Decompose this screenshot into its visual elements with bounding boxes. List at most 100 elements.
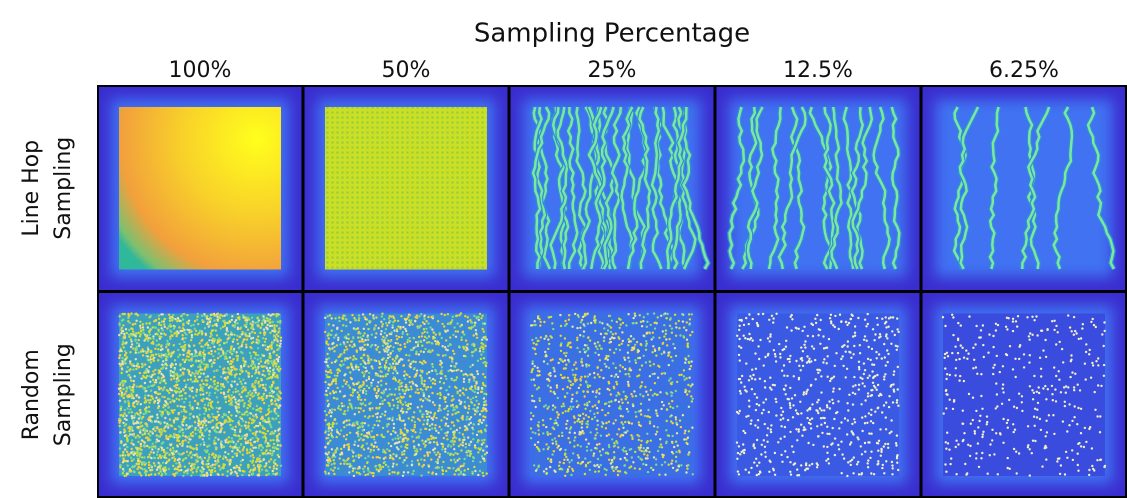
sample-dot	[343, 463, 345, 465]
sample-dot	[598, 466, 600, 468]
sample-dot	[378, 470, 380, 472]
sample-dot	[119, 354, 121, 356]
sample-dot	[655, 412, 657, 414]
sample-dot	[397, 342, 399, 344]
sample-dot	[131, 448, 133, 450]
sample-dot	[423, 385, 425, 387]
sample-dot	[206, 397, 208, 399]
sample-dot	[440, 377, 442, 379]
sample-dot	[223, 371, 225, 373]
sample-dot	[141, 434, 143, 436]
sample-dot	[482, 408, 484, 410]
sample-dot	[162, 333, 164, 335]
sample-dot	[206, 379, 208, 381]
sample-dot	[454, 386, 456, 388]
sample-dot	[474, 322, 476, 324]
sample-dot	[252, 432, 254, 434]
sample-dot	[194, 429, 196, 431]
sample-dot	[431, 349, 433, 351]
sample-dot	[639, 446, 641, 448]
sample-dot	[145, 390, 147, 392]
sample-dot	[390, 331, 392, 333]
sample-dot	[172, 395, 174, 397]
sample-dot	[467, 436, 469, 438]
sample-dot	[230, 346, 232, 348]
sample-dot	[135, 436, 137, 438]
sample-dot	[181, 428, 183, 430]
sample-dot	[175, 462, 177, 464]
sample-dot	[386, 418, 388, 420]
sample-dot	[157, 421, 159, 423]
sample-dot	[589, 461, 591, 463]
sample-dot	[274, 430, 276, 432]
sample-dot	[337, 407, 339, 409]
figure-title: Sampling Percentage	[474, 19, 750, 49]
sample-dot	[222, 351, 224, 353]
sample-dot	[661, 373, 663, 375]
sample-dot	[164, 417, 166, 419]
sample-dot	[663, 404, 665, 406]
sample-dot	[389, 320, 391, 322]
sample-dot	[198, 354, 200, 356]
sample-dot	[242, 399, 244, 401]
sample-dot	[327, 443, 329, 445]
sample-dot	[255, 369, 257, 371]
sample-dot	[251, 450, 253, 452]
sample-dot	[579, 334, 581, 336]
sample-dot	[180, 410, 182, 412]
sample-dot	[384, 414, 386, 416]
sample-dot	[349, 344, 351, 346]
sample-dot	[326, 453, 328, 455]
sample-dot	[162, 329, 164, 331]
sample-dot	[252, 437, 254, 439]
sample-dot	[397, 325, 399, 327]
sample-dot	[132, 405, 134, 407]
sample-dot	[138, 396, 140, 398]
sample-dot	[257, 425, 259, 427]
sample-dot	[466, 418, 468, 420]
sample-dot	[208, 437, 210, 439]
sample-dot	[211, 313, 213, 315]
sample-dot	[407, 339, 409, 341]
sample-dot	[418, 463, 420, 465]
sample-dot	[465, 389, 467, 391]
sample-dot	[257, 438, 259, 440]
sample-dot	[170, 370, 172, 372]
sample-dot	[240, 365, 242, 367]
sample-dot	[584, 403, 586, 405]
sample-dot	[573, 445, 575, 447]
sample-dot	[184, 435, 186, 437]
sample-dot	[328, 430, 330, 432]
sample-dot	[237, 355, 239, 357]
sample-dot	[639, 393, 641, 395]
sample-dot	[163, 376, 165, 378]
sample-dot	[124, 335, 126, 337]
sample-dot	[272, 418, 274, 420]
sample-dot	[485, 424, 487, 426]
sample-dot	[471, 322, 473, 324]
sample-dot	[670, 377, 672, 379]
sample-dot	[122, 451, 124, 453]
sample-dot	[359, 332, 361, 334]
sample-dot	[127, 400, 129, 402]
sample-dot	[269, 367, 271, 369]
sample-dot	[142, 329, 144, 331]
sample-dot	[262, 447, 264, 449]
sample-dot	[153, 384, 155, 386]
sample-dot	[357, 427, 359, 429]
sample-dot	[191, 356, 193, 358]
sample-dot	[249, 439, 251, 441]
sample-dot	[640, 444, 642, 446]
sample-dot	[165, 457, 167, 459]
sample-dot	[180, 405, 182, 407]
sample-dot	[201, 400, 203, 402]
sample-dot	[412, 473, 414, 475]
sample-image	[715, 85, 921, 292]
sample-dot	[250, 355, 252, 357]
sample-dot	[179, 391, 181, 393]
sample-dot	[259, 407, 261, 409]
sample-dot	[177, 332, 179, 334]
sample-dot	[384, 350, 386, 352]
sample-dot	[460, 443, 462, 445]
sample-dot	[225, 420, 227, 422]
